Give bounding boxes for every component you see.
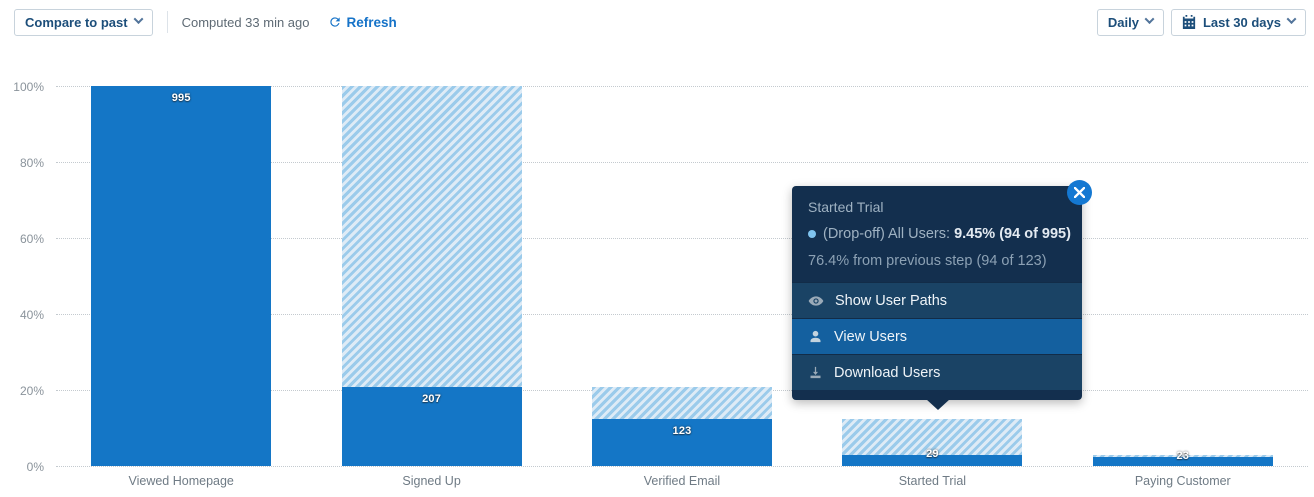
conversion-bar-0[interactable] bbox=[91, 86, 272, 466]
gridline-80 bbox=[56, 162, 1308, 163]
series-dot-icon bbox=[808, 230, 816, 238]
dropoff-segment-3[interactable] bbox=[842, 419, 1023, 455]
refresh-icon bbox=[329, 17, 340, 27]
y-axis-tick-label: 0% bbox=[26, 460, 44, 474]
toolbar-divider bbox=[166, 11, 168, 33]
bar-value-label: 23 bbox=[1176, 450, 1190, 463]
menu-item-label: Download Users bbox=[834, 364, 941, 381]
category-label: Signed Up bbox=[402, 474, 461, 488]
tooltip-menu: Show User Paths View Users Download User… bbox=[792, 282, 1082, 390]
dropoff-segment-2[interactable] bbox=[592, 386, 772, 420]
menu-item-download-users[interactable]: Download Users bbox=[792, 354, 1082, 390]
category-label: Started Trial bbox=[898, 474, 967, 488]
compare-to-past-button[interactable]: Compare to past bbox=[14, 8, 153, 36]
bar-value-label: 29 bbox=[926, 447, 939, 460]
conversion-bar-4[interactable] bbox=[1092, 457, 1273, 466]
refresh-link[interactable]: Refresh bbox=[328, 15, 397, 30]
funnel-x-axis-labels: Viewed Homepage Signed Up Verified Email St… bbox=[56, 474, 1308, 490]
menu-item-label: Show User Paths bbox=[835, 292, 948, 309]
y-axis-tick-label: 60% bbox=[19, 232, 44, 246]
user-icon bbox=[810, 330, 821, 343]
y-axis-tick-label: 40% bbox=[19, 308, 44, 322]
tooltip-dropoff-value: 9.45% (94 of 995) bbox=[954, 226, 1071, 242]
dropoff-segment-4[interactable] bbox=[1092, 454, 1273, 458]
close-icon[interactable] bbox=[1067, 180, 1092, 205]
category-label: Viewed Homepage bbox=[128, 474, 234, 488]
computed-timestamp: Computed 33 min ago bbox=[181, 14, 310, 30]
menu-item-label: View Users bbox=[834, 328, 908, 345]
funnel-chart-plot-area: 0% 20% 40% 60% 80% 100% 995 207 123 29 23 bbox=[13, 80, 1308, 474]
gridline-40 bbox=[56, 314, 1308, 315]
date-range-button[interactable]: Last 30 days bbox=[1170, 8, 1306, 36]
granularity-button[interactable]: Daily bbox=[1096, 8, 1164, 36]
tooltip-dropoff-line: (Drop-off) All Users: 9.45% (94 of 995) bbox=[808, 226, 1071, 242]
chevron-down-icon bbox=[1286, 14, 1297, 25]
toolbar: Compare to past Computed 33 min ago Refr… bbox=[0, 0, 1314, 44]
bar-value-label: 123 bbox=[672, 425, 692, 438]
gridline-0 bbox=[56, 466, 1308, 467]
menu-item-view-users[interactable]: View Users bbox=[792, 318, 1082, 354]
menu-item-show-user-paths[interactable]: Show User Paths bbox=[792, 282, 1082, 318]
tooltip-header: Started Trial (Drop-off) All Users: 9.45… bbox=[792, 186, 1082, 282]
tooltip-previous-step-line: 76.4% from previous step (94 of 123) bbox=[808, 253, 1047, 269]
granularity-label: Daily bbox=[1107, 14, 1139, 30]
tooltip-started-trial: Started Trial (Drop-off) All Users: 9.45… bbox=[792, 180, 1092, 410]
eye-icon bbox=[808, 295, 824, 306]
gridline-60 bbox=[56, 238, 1308, 239]
chevron-down-icon bbox=[133, 14, 144, 25]
date-range-label: Last 30 days bbox=[1202, 14, 1281, 30]
gridline-100 bbox=[56, 86, 1308, 87]
tooltip-caret bbox=[926, 399, 950, 410]
category-label: Paying Customer bbox=[1134, 474, 1231, 488]
bar-value-label: 207 bbox=[422, 392, 442, 405]
y-axis-tick-label: 100% bbox=[13, 80, 44, 94]
download-icon bbox=[810, 366, 821, 379]
toolbar-right: Daily Last 30 days bbox=[1096, 8, 1306, 36]
toolbar-left: Compare to past Computed 33 min ago Refr… bbox=[14, 8, 397, 36]
conversion-bar-2[interactable] bbox=[592, 419, 772, 466]
calendar-icon bbox=[1182, 15, 1196, 29]
chevron-down-icon bbox=[1144, 14, 1155, 25]
dropoff-segment-1[interactable] bbox=[341, 86, 522, 387]
compare-to-past-label: Compare to past bbox=[25, 14, 128, 30]
conversion-bar-1[interactable] bbox=[341, 386, 522, 466]
y-axis-tick-label: 20% bbox=[19, 384, 44, 398]
category-label: Verified Email bbox=[643, 474, 721, 488]
refresh-label: Refresh bbox=[346, 14, 397, 30]
tooltip-step-title: Started Trial bbox=[808, 199, 884, 215]
tooltip-dropoff-label: (Drop-off) All Users: bbox=[823, 226, 951, 242]
y-axis-tick-label: 80% bbox=[19, 156, 44, 170]
conversion-bar-3[interactable] bbox=[842, 454, 1023, 466]
bar-value-label: 995 bbox=[171, 92, 191, 104]
close-x-glyph bbox=[1074, 187, 1085, 198]
